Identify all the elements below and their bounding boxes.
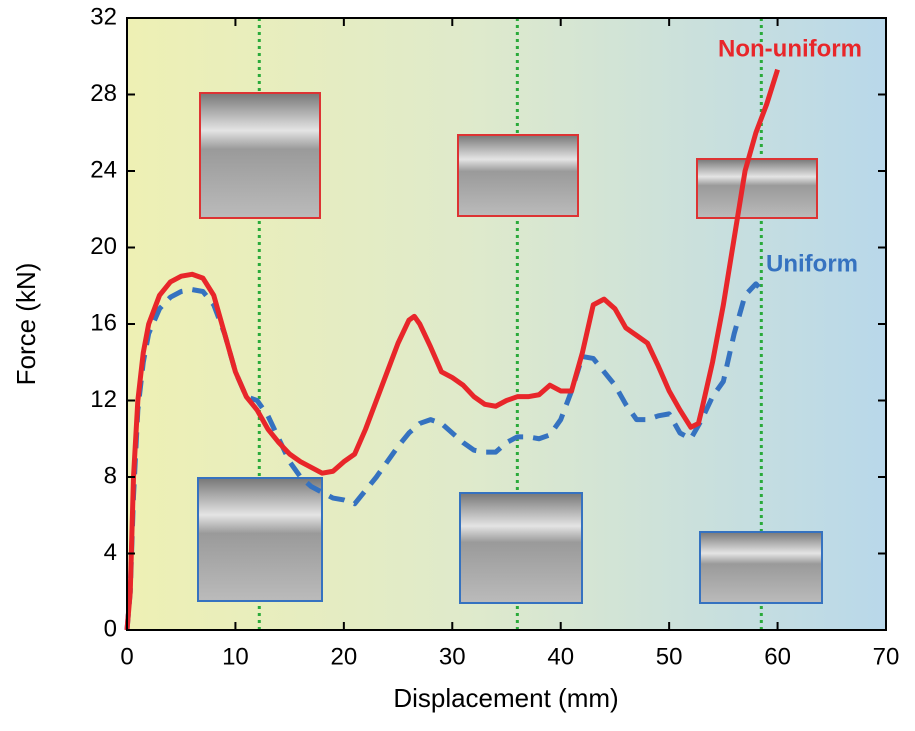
series-label: Non-uniform xyxy=(718,35,862,62)
data-line xyxy=(124,68,780,631)
x-tick-label: 60 xyxy=(764,643,791,670)
y-tick-label: 8 xyxy=(104,462,117,489)
x-tick-label: 40 xyxy=(547,643,574,670)
x-tick-label: 20 xyxy=(331,643,358,670)
x-axis-label: Displacement (mm) xyxy=(393,683,618,713)
y-axis-label: Force (kN) xyxy=(11,263,41,386)
data-line xyxy=(124,281,764,631)
y-tick-label: 4 xyxy=(104,539,117,566)
y-tick-label: 16 xyxy=(90,309,117,336)
y-tick-label: 0 xyxy=(104,615,117,642)
series-label: Uniform xyxy=(766,250,858,277)
photo xyxy=(199,92,321,219)
y-tick-label: 32 xyxy=(90,3,117,30)
x-tick-label: 10 xyxy=(222,643,249,670)
photo xyxy=(197,477,323,602)
x-tick-label: 50 xyxy=(656,643,683,670)
y-tick-label: 24 xyxy=(90,156,117,183)
photo xyxy=(459,492,583,604)
photo-insets xyxy=(197,92,823,604)
x-tick-label: 70 xyxy=(873,643,900,670)
y-tick-label: 28 xyxy=(90,80,117,107)
y-tick-label: 20 xyxy=(90,233,117,260)
photo xyxy=(457,134,579,217)
y-tick-label: 12 xyxy=(90,386,117,413)
photo xyxy=(696,158,818,219)
x-tick-label: 30 xyxy=(439,643,466,670)
photo xyxy=(699,531,823,604)
x-tick-label: 0 xyxy=(120,643,133,670)
